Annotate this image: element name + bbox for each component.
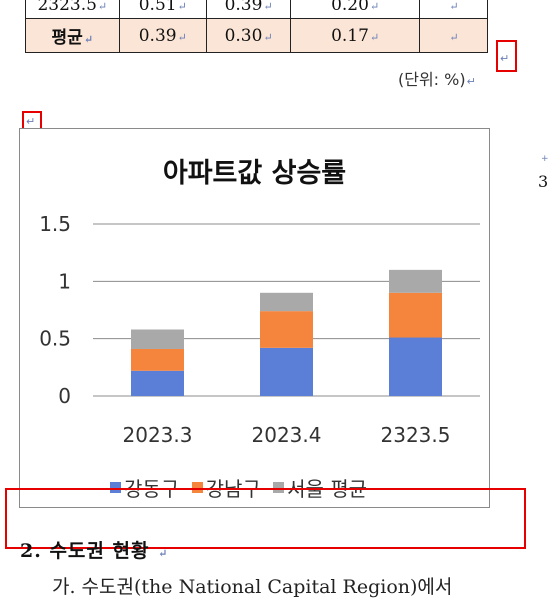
y-tick-label: 1	[58, 269, 71, 293]
cell: 0.30↵	[205, 18, 292, 53]
x-tick-label: 2023.3	[123, 423, 193, 447]
legend-swatch	[191, 482, 203, 493]
y-tick-label: 0.5	[39, 327, 71, 351]
legend-swatch	[273, 482, 285, 493]
body-paragraph: 가. 수도권(the National Capital Region)에서	[52, 576, 453, 598]
bar-segment[interactable]	[260, 347, 313, 396]
bar-segment[interactable]	[131, 329, 184, 349]
cell: 0.20↵	[290, 0, 420, 19]
y-tick-label: 0	[58, 384, 71, 408]
row-label: 평균↵	[25, 18, 120, 53]
cell: 0.17↵	[290, 18, 420, 53]
chart-frame[interactable]: 아파트값 상승률 0 0.5 1 1.5 2023.3 2023.4 2323.5 강동구 …	[19, 128, 490, 508]
legend-swatch	[110, 482, 121, 493]
paragraph-mark: +	[541, 154, 548, 164]
x-tick-label: 2023.4	[252, 423, 322, 447]
bar-segment[interactable]	[389, 337, 442, 396]
cell: 0.39↵	[118, 18, 207, 53]
selection-marker[interactable]	[496, 40, 517, 72]
bar-segment[interactable]	[260, 311, 313, 348]
rate-table: 2323.5↵ 0.51↵ 0.39↵ 0.20↵ ↵ 평균↵ 0.39↵ 0.…	[25, 0, 489, 53]
bar-segment[interactable]	[131, 348, 184, 371]
bar-segment[interactable]	[260, 292, 313, 312]
cell: 0.39↵	[205, 0, 292, 19]
cell: ↵	[418, 0, 489, 19]
cropped-text: 3	[538, 172, 548, 191]
paragraph-mark: ↵	[26, 115, 36, 128]
chart-plot: 0 0.5 1 1.5 2023.3 2023.4 2323.5	[39, 212, 480, 447]
unit-note: (단위: %)↵	[398, 70, 476, 89]
row-label: 2323.5↵	[25, 0, 120, 19]
chart-title: 아파트값 상승률	[162, 158, 347, 189]
cell: 0.51↵	[118, 0, 207, 19]
selection-box[interactable]	[5, 488, 526, 549]
y-tick-label: 1.5	[39, 212, 71, 236]
table-row-average: 평균↵ 0.39↵ 0.30↵ 0.17↵ ↵	[25, 18, 489, 53]
section-heading: 2. 수도권 현황 ↵	[20, 540, 169, 562]
bar-segment[interactable]	[131, 370, 184, 396]
cell: ↵	[418, 18, 489, 53]
paragraph-mark: ↵	[500, 52, 510, 65]
bar-segment[interactable]	[389, 292, 442, 338]
bar-segment[interactable]	[389, 269, 442, 293]
table-row: 2323.5↵ 0.51↵ 0.39↵ 0.20↵ ↵	[25, 0, 489, 19]
x-tick-label: 2323.5	[381, 423, 451, 447]
